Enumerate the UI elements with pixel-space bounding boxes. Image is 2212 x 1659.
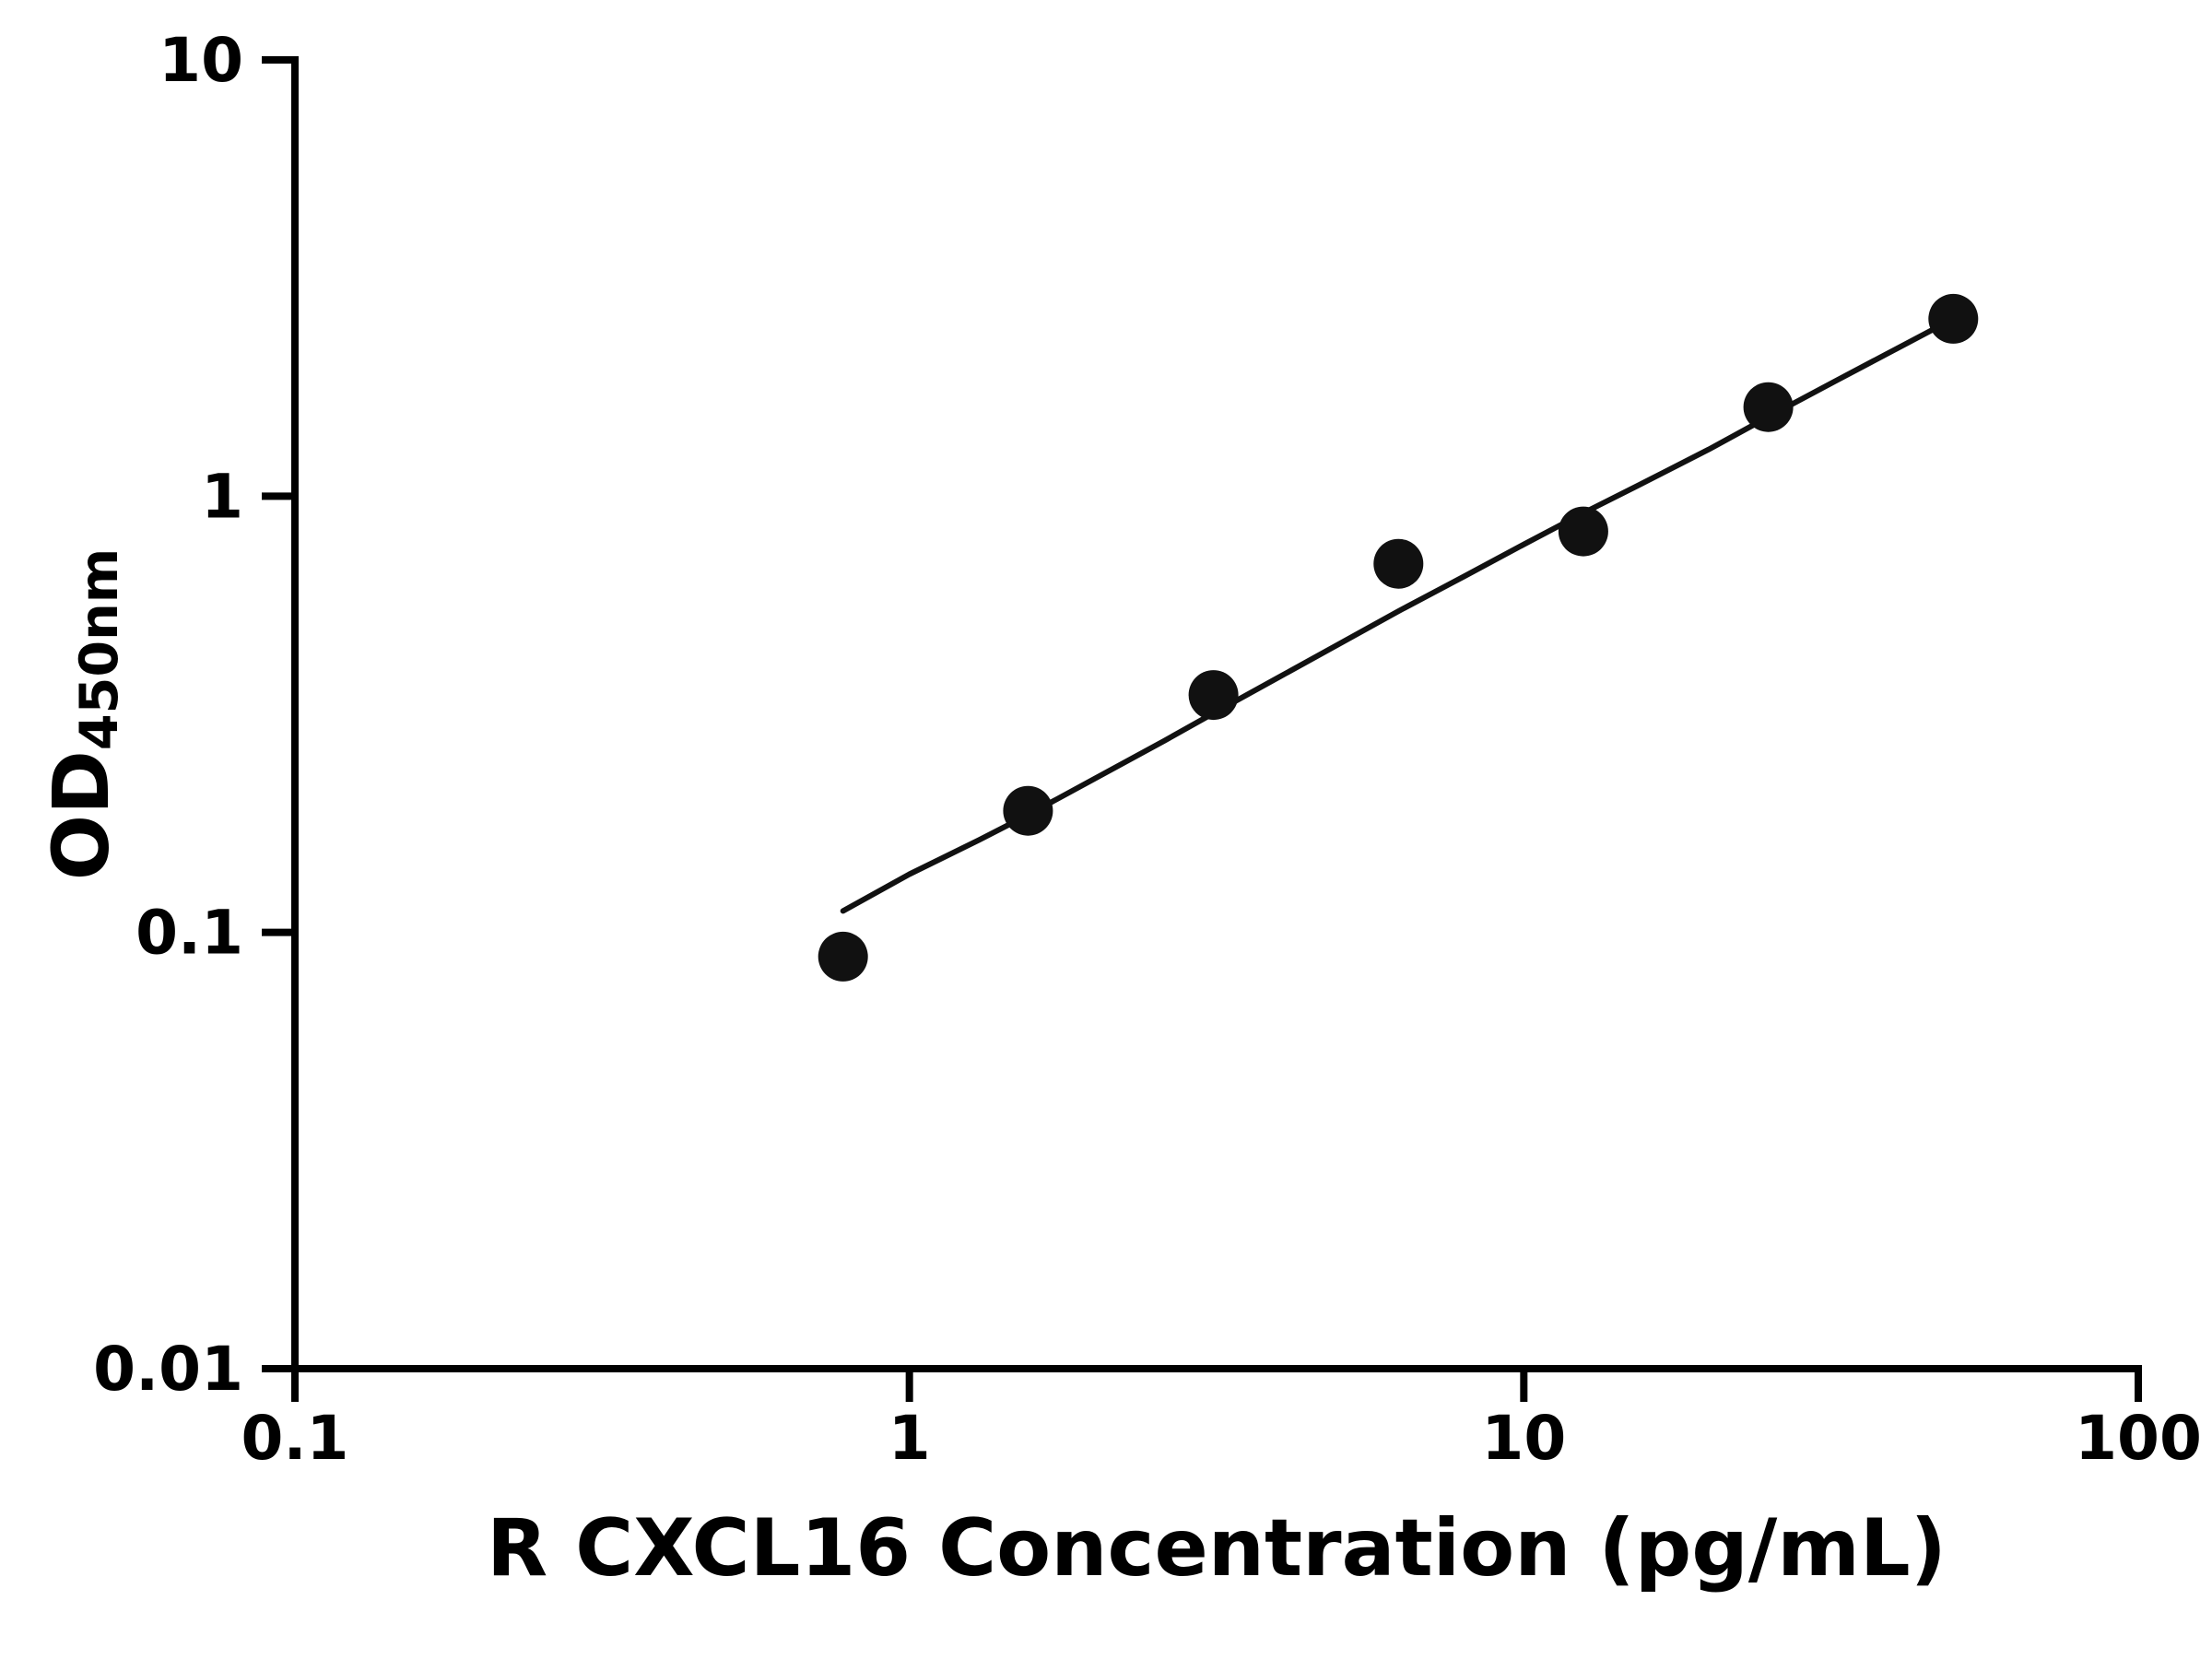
y-axis-title-main: OD <box>36 750 126 881</box>
y-tick-label: 0.1 <box>135 898 243 969</box>
x-axis-title: R CXCL16 Concentration (pg/mL) <box>487 1502 1947 1594</box>
data-point <box>1558 506 1608 557</box>
data-point <box>1188 670 1239 721</box>
y-tick-label: 0.01 <box>93 1334 243 1405</box>
y-tick-label: 1 <box>201 461 243 532</box>
data-point <box>1373 538 1424 589</box>
x-tick-label: 0.1 <box>241 1403 349 1474</box>
y-tick-label: 10 <box>159 25 243 96</box>
x-tick-label: 100 <box>2075 1403 2202 1474</box>
data-point <box>1928 293 1979 344</box>
x-tick-label: 1 <box>888 1403 931 1474</box>
data-point <box>1743 382 1794 432</box>
data-point <box>1003 785 1053 836</box>
y-axis-title: OD450nm <box>36 548 130 881</box>
y-axis-title-sub: 450nm <box>69 547 131 751</box>
x-tick-label: 10 <box>1481 1403 1566 1474</box>
data-point <box>818 931 868 982</box>
